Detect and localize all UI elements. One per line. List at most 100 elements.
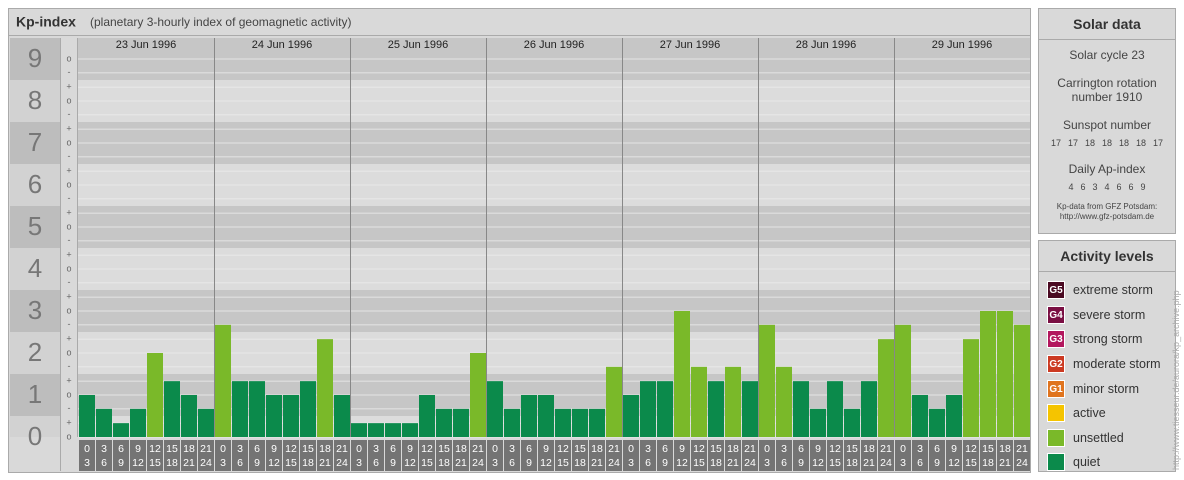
- day-label: 23 Jun 1996: [116, 39, 177, 51]
- hour-cell: [606, 440, 622, 471]
- source: Kp-data from GFZ Potsdam:: [1056, 202, 1158, 211]
- bar: [215, 324, 231, 437]
- chart: Kp-index (planetary 3-hourly index of ge…: [8, 8, 1031, 473]
- ap-value: 6: [1128, 182, 1134, 192]
- ap-label: Daily Ap-index: [1068, 162, 1146, 176]
- hour-cell: [113, 440, 129, 471]
- level-label-band: [10, 206, 60, 248]
- x-tick-label: 18: [863, 443, 875, 455]
- hour-cell: [963, 440, 979, 471]
- x-tick-label: 3: [101, 443, 107, 455]
- bar: [317, 339, 333, 437]
- y-minor-tick-label: o: [66, 263, 71, 273]
- legend-label: quiet: [1073, 455, 1101, 470]
- sunspot-row: 17 17 18 18 18 18 17: [1039, 138, 1175, 148]
- bar: [844, 408, 860, 437]
- x-tick-label: 6: [645, 457, 651, 469]
- bar: [470, 353, 486, 437]
- x-tick-label: 9: [118, 457, 124, 469]
- legend-swatch: [1047, 453, 1065, 472]
- x-tick-label: 0: [84, 443, 90, 455]
- x-tick-label: 6: [917, 457, 923, 469]
- bar: [623, 395, 639, 437]
- x-tick-label: 3: [509, 443, 515, 455]
- y-tick-label: 7: [28, 127, 42, 157]
- bar: [232, 381, 248, 437]
- hour-cell: [912, 440, 928, 471]
- x-tick-label: 24: [880, 457, 892, 469]
- y-minor-tick-label: +: [66, 166, 71, 176]
- bar: [708, 381, 724, 437]
- x-tick-label: 24: [608, 457, 620, 469]
- x-tick-label: 21: [200, 443, 212, 455]
- x-tick-label: 18: [302, 457, 314, 469]
- y-minor-tick-label: o: [66, 53, 71, 63]
- hour-cell: [249, 440, 265, 471]
- bar: [453, 408, 469, 437]
- y-minor-tick-label: o: [66, 95, 71, 105]
- x-tick-label: 9: [934, 457, 940, 469]
- sunspot-label: Sunspot number: [1062, 118, 1152, 132]
- hour-cell: [215, 440, 231, 471]
- legend-label: strong storm: [1073, 332, 1143, 347]
- legend-swatch: [1047, 428, 1065, 447]
- bar: [198, 408, 214, 437]
- y-minor-tick-label: -: [68, 109, 71, 119]
- hour-cell: [674, 440, 690, 471]
- x-tick-label: 18: [710, 457, 722, 469]
- hour-cell: [708, 440, 724, 471]
- hour-cell: [929, 440, 945, 471]
- bar: [419, 395, 435, 437]
- y-tick-label: 0: [28, 421, 42, 451]
- x-tick-label: 15: [710, 443, 722, 455]
- hour-cell: [317, 440, 333, 471]
- y-minor-tick-label: -: [68, 235, 71, 245]
- bar: [640, 381, 656, 437]
- x-tick-label: 18: [319, 443, 331, 455]
- y-minor-tick-label: -: [68, 193, 71, 203]
- x-tick-label: 15: [557, 457, 569, 469]
- level-label-band: [10, 248, 60, 290]
- x-tick-label: 3: [492, 457, 498, 469]
- bar: [997, 311, 1013, 437]
- x-tick-label: 24: [1016, 457, 1028, 469]
- x-tick-label: 9: [951, 443, 957, 455]
- x-tick-label: 21: [591, 457, 603, 469]
- bar: [793, 381, 809, 437]
- x-tick-label: 3: [900, 457, 906, 469]
- x-tick-label: 12: [285, 443, 297, 455]
- level-label-band: [10, 38, 60, 80]
- hour-cell: [759, 440, 775, 471]
- x-tick-label: 0: [900, 443, 906, 455]
- x-tick-label: 18: [455, 443, 467, 455]
- legend-item: G2 moderate storm: [1039, 352, 1175, 377]
- x-tick-label: 6: [101, 457, 107, 469]
- hour-cell: [657, 440, 673, 471]
- hour-cell: [79, 440, 95, 471]
- x-tick-label: 9: [135, 443, 141, 455]
- legend-label: moderate storm: [1073, 357, 1161, 372]
- x-tick-label: 15: [438, 443, 450, 455]
- bar: [810, 408, 826, 437]
- legend-item: active: [1039, 401, 1175, 426]
- x-tick-label: 18: [574, 457, 586, 469]
- bar: [759, 324, 775, 437]
- hour-cell: [470, 440, 486, 471]
- hour-cell: [283, 440, 299, 471]
- y-minor-tick-label: -: [68, 151, 71, 161]
- legend-label: extreme storm: [1073, 283, 1153, 298]
- legend-label: minor storm: [1073, 381, 1139, 396]
- hour-cell: [997, 440, 1013, 471]
- x-tick-label: 18: [591, 443, 603, 455]
- hour-cell: [96, 440, 112, 471]
- x-tick-label: 12: [829, 443, 841, 455]
- sunspot-number: 17: [1067, 138, 1078, 148]
- bar: [538, 395, 554, 437]
- x-tick-label: 21: [863, 457, 875, 469]
- hour-cell: [419, 440, 435, 471]
- x-tick-label: 9: [390, 457, 396, 469]
- x-tick-label: 24: [472, 457, 484, 469]
- level-label-band: [10, 122, 60, 164]
- solar-cycle: Solar cycle 23: [1069, 48, 1145, 62]
